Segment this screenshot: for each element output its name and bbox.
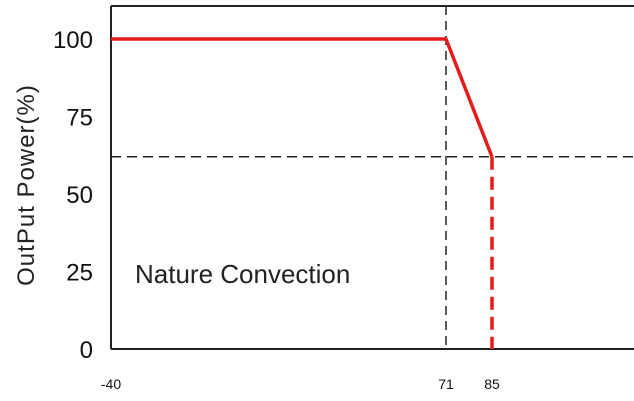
y-tick-label: 50 [66,182,93,209]
series [110,37,494,349]
y-tick-label: 25 [66,260,93,287]
x-tick-label: -40 [101,376,121,392]
derating-curve [111,37,494,158]
tick-labels: 0 25 50 75 100 -40 71 85 [53,27,500,392]
reference-lines [111,6,634,349]
y-tick-label: 100 [53,27,93,54]
y-tick-label: 75 [66,105,93,132]
axes [110,5,634,350]
annotation-label: Nature Convection [135,259,350,289]
y-axis-label: OutPut Power(%) [13,84,40,286]
y-tick-label: 0 [80,337,93,364]
x-tick-label: 71 [438,376,454,392]
x-tick-label: 85 [484,376,500,392]
